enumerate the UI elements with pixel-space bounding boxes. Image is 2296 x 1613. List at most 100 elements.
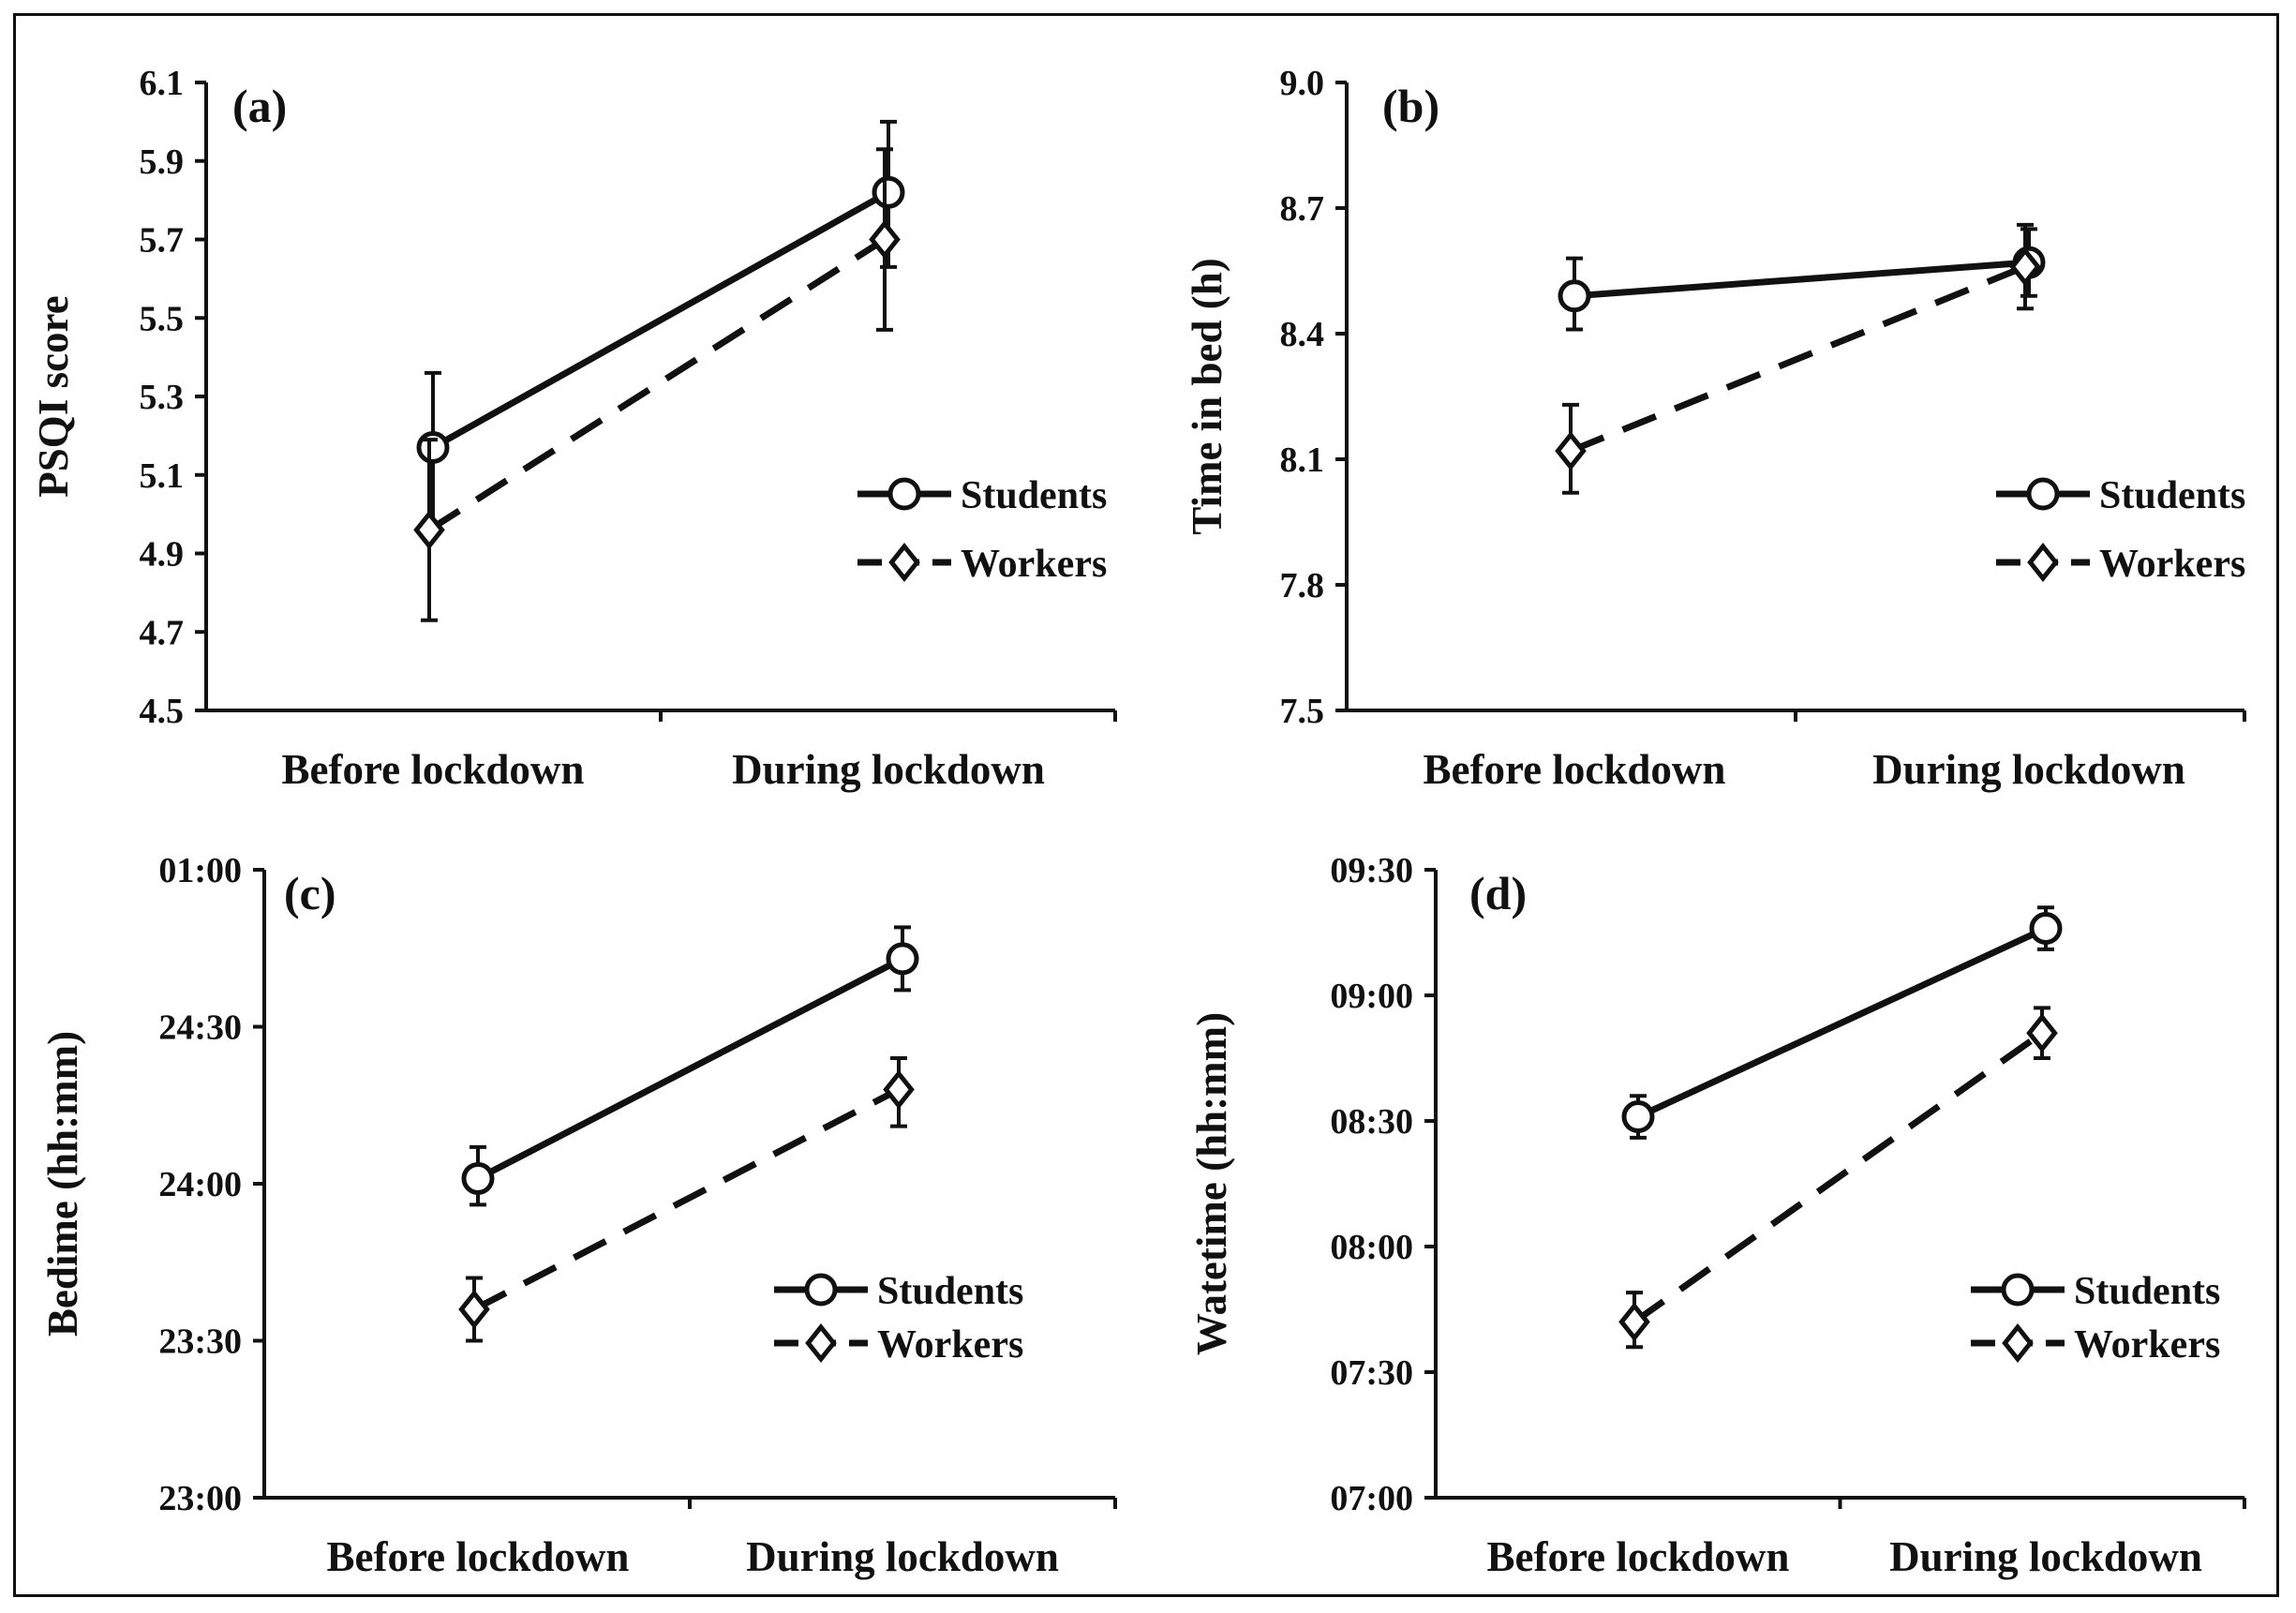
panel-c: 23:00 23:30 24:00 24:30 01:00 Before lockdown…	[39, 851, 1117, 1580]
figure-border	[13, 13, 2279, 1597]
y-tick-label: 24:00	[158, 1165, 242, 1204]
panel-d: 07:00 07:30 08:00 08:30 09:00 09:30 Before loc…	[1188, 851, 2246, 1580]
y-tick-label: 08:00	[1330, 1228, 1413, 1267]
y-tick-label: 08:30	[1330, 1102, 1413, 1142]
y-tick-label: 5.5	[140, 299, 185, 338]
x-tick-label: Before lockdown	[282, 746, 585, 793]
y-axis-label: Watetime (hh:mm)	[1188, 1012, 1235, 1355]
panel-a: 4.5 4.7 4.9 5.1 5.3 5.5 5.7 5.9 6.1 Before lockdo…	[30, 64, 1117, 793]
series-students	[1558, 227, 2046, 332]
y-tick-label: 8.4	[1280, 315, 1325, 354]
panel-label: (a)	[232, 80, 287, 132]
series-students	[1621, 905, 2063, 1140]
data-point	[2026, 1013, 2058, 1053]
series-workers	[413, 147, 901, 622]
legend: Students Workers	[1996, 474, 2245, 586]
panel-b: 7.5 7.8 8.1 8.4 8.7 9.0 Before lockdown During …	[1184, 64, 2246, 793]
legend-label: Students	[2074, 1270, 2220, 1313]
data-point	[883, 1069, 915, 1110]
legend-label: Workers	[2099, 543, 2245, 586]
data-point	[872, 175, 905, 209]
series-line	[1573, 259, 2030, 300]
x-tick-label: During lockdown	[1872, 746, 2185, 793]
y-tick-label: 07:00	[1330, 1479, 1413, 1518]
y-tick-label: 5.1	[140, 456, 185, 496]
series-line	[476, 955, 904, 1182]
x-tick-label: During lockdown	[1889, 1533, 2202, 1580]
x-tick-label: Before lockdown	[327, 1533, 630, 1580]
data-point	[2029, 912, 2063, 946]
y-tick-label: 4.7	[140, 613, 185, 652]
legend-marker	[887, 477, 921, 511]
y-tick-label: 7.8	[1280, 566, 1325, 605]
series-line	[1569, 263, 2027, 455]
y-tick-label: 09:00	[1330, 977, 1413, 1016]
series-workers	[458, 1056, 915, 1343]
legend-marker	[805, 1322, 837, 1364]
legend-label: Workers	[961, 543, 1107, 586]
panel-label: (c)	[284, 867, 336, 919]
legend-marker	[804, 1273, 838, 1307]
series-workers	[1618, 1006, 2058, 1350]
legend-label: Students	[2099, 474, 2245, 517]
data-point	[1621, 1100, 1655, 1134]
data-point	[886, 942, 919, 976]
legend-marker	[2027, 542, 2059, 583]
series-line	[1632, 1030, 2045, 1325]
y-tick-label: 4.9	[140, 535, 185, 575]
y-tick-label: 5.9	[140, 142, 185, 182]
y-tick-label: 8.7	[1280, 189, 1325, 229]
x-tick-label: During lockdown	[732, 746, 1045, 793]
data-point	[461, 1161, 495, 1195]
y-tick-label: 8.1	[1280, 441, 1325, 480]
legend-label: Students	[961, 474, 1107, 517]
y-tick-label: 5.7	[140, 221, 185, 261]
series-line	[431, 189, 890, 451]
legend-marker	[2001, 1273, 2035, 1307]
series-line	[427, 236, 887, 533]
y-tick-label: 7.5	[1280, 692, 1325, 731]
y-tick-label: 4.5	[140, 692, 185, 731]
series-students	[461, 925, 919, 1207]
y-tick-label: 01:00	[158, 851, 242, 890]
series-line	[472, 1086, 901, 1313]
legend: Students Workers	[857, 474, 1107, 586]
series-line	[1636, 925, 2048, 1120]
legend-label: Students	[877, 1270, 1023, 1313]
x-tick-label: Before lockdown	[1487, 1533, 1790, 1580]
legend: Students Workers	[774, 1270, 1023, 1367]
series-students	[416, 119, 905, 529]
legend-marker	[2002, 1322, 2034, 1364]
x-tick-label: During lockdown	[746, 1533, 1059, 1580]
data-point	[1618, 1302, 1650, 1342]
data-point	[416, 430, 450, 464]
y-tick-label: 24:30	[158, 1008, 242, 1048]
data-point	[413, 510, 445, 550]
y-tick-label: 5.3	[140, 378, 185, 417]
y-axis-label: Time in bed (h)	[1184, 258, 1230, 534]
data-point	[458, 1289, 490, 1330]
y-tick-label: 23:30	[158, 1322, 242, 1362]
y-tick-label: 23:00	[158, 1479, 242, 1518]
data-point	[1555, 431, 1587, 471]
y-tick-label: 9.0	[1280, 64, 1325, 103]
data-point	[1558, 279, 1591, 313]
data-point	[2009, 246, 2041, 287]
legend-marker	[2026, 477, 2060, 511]
legend: Students Workers	[1971, 1270, 2220, 1367]
y-axis-label: Bedime (hh:mm)	[39, 1031, 86, 1337]
series-workers	[1555, 222, 2041, 495]
legend-label: Workers	[877, 1323, 1023, 1367]
y-tick-label: 6.1	[140, 64, 185, 103]
y-tick-label: 09:30	[1330, 851, 1413, 890]
y-tick-label: 07:30	[1330, 1353, 1413, 1393]
legend-marker	[888, 542, 920, 583]
panel-label: (d)	[1469, 867, 1527, 919]
legend-label: Workers	[2074, 1323, 2220, 1367]
y-axis-label: PSQI score	[30, 295, 77, 497]
x-tick-label: Before lockdown	[1424, 746, 1726, 793]
panel-label: (b)	[1382, 80, 1439, 132]
data-point	[869, 219, 901, 260]
